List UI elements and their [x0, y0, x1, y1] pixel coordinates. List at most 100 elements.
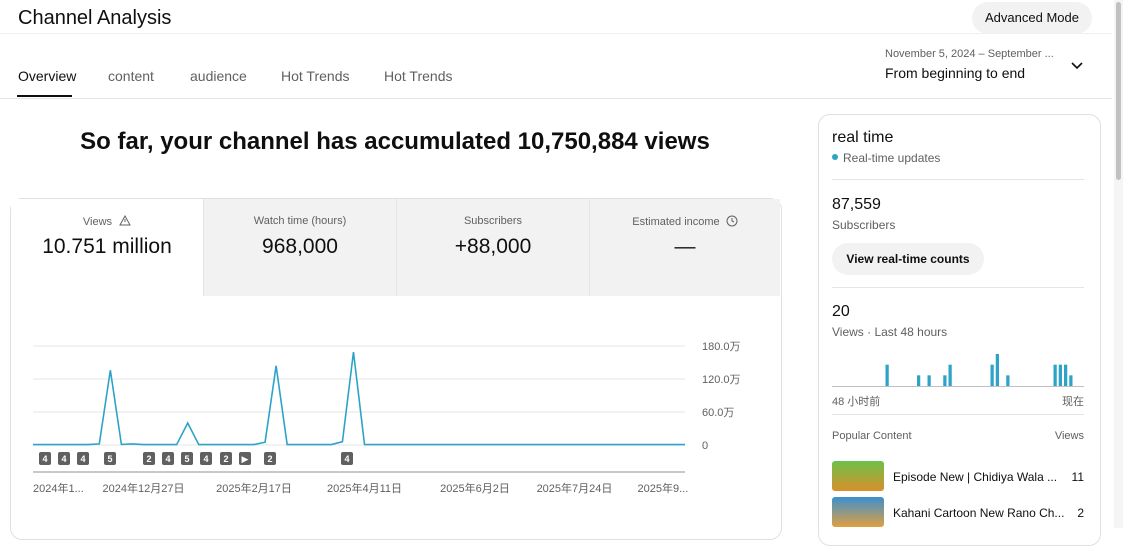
tab[interactable]: Overview	[18, 68, 77, 84]
thumbnail[interactable]	[832, 497, 884, 527]
annotation-label: 2	[267, 454, 272, 464]
annotation-label: 4	[42, 454, 47, 464]
annotation-marker	[341, 452, 353, 465]
annotation-marker	[181, 452, 193, 465]
annotation-label: 5	[184, 454, 189, 464]
divider	[832, 414, 1084, 415]
bar	[1006, 375, 1010, 386]
popular-title: Popular Content	[832, 430, 912, 442]
y-tick-label: 120.0万	[702, 374, 741, 386]
date-range-label[interactable]: From beginning to end	[885, 65, 1026, 81]
annotation-marker	[264, 452, 276, 465]
scrollbar-track	[1114, 0, 1123, 528]
annotation-label: 4	[61, 454, 66, 464]
metric-label: Estimated income	[632, 216, 720, 228]
metric-label: Subscribers	[463, 215, 523, 227]
tab[interactable]: content	[108, 68, 154, 84]
x-tick-label: 2024年12月27日	[103, 481, 185, 495]
bar	[990, 364, 994, 386]
page-title: Channel Analysis	[18, 7, 172, 29]
metric-tab[interactable]: Views 10.751 million	[11, 199, 204, 296]
line	[33, 351, 685, 446]
bar	[943, 375, 947, 386]
x-tick-label: 现在	[1062, 395, 1084, 408]
date-range[interactable]: November 5, 2024 – September ...	[885, 48, 1054, 60]
clock-icon	[726, 215, 738, 227]
bar	[885, 364, 889, 386]
y-tick-label: 60.0万	[702, 407, 734, 419]
metric-tab[interactable]: Estimated income —	[590, 199, 780, 296]
annotation-label: 4	[80, 454, 85, 464]
annotation-marker	[104, 452, 116, 465]
subscriber-count: 87,559	[832, 196, 881, 213]
popular-column: Views	[1054, 430, 1084, 442]
annotation-label: ▶	[242, 454, 249, 464]
metric-tab[interactable]: Subscribers +88,000	[397, 199, 590, 296]
annotation-marker	[77, 452, 89, 465]
realtime-status: Real-time updates	[843, 151, 941, 165]
tab-underline	[17, 95, 72, 97]
realtime-title: real time	[832, 129, 894, 146]
bar	[1053, 364, 1057, 386]
annotation-marker	[200, 452, 212, 465]
metric-value: +88,000	[454, 235, 532, 258]
bar	[995, 354, 999, 386]
divider	[832, 179, 1084, 180]
x-tick-label: 2024年1...	[33, 481, 84, 495]
annotation-label: 4	[344, 454, 349, 464]
scrollbar-thumb[interactable]	[1116, 2, 1121, 180]
live-dot	[832, 154, 838, 160]
realtime-button[interactable]: View real-time counts	[832, 243, 984, 275]
warning-icon	[119, 214, 131, 226]
bar	[1064, 364, 1068, 386]
annotation-marker	[239, 452, 251, 465]
divider	[0, 98, 1112, 99]
divider	[0, 33, 1112, 34]
metric-label: Watch time (hours)	[253, 215, 347, 227]
views-count: 20	[832, 303, 850, 320]
video-views: 2	[1077, 506, 1084, 520]
annotation-marker	[220, 452, 232, 465]
metric-value: 968,000	[262, 235, 338, 258]
video-title[interactable]: Episode New | Chidiya Wala ...	[893, 470, 1058, 484]
annotation-label: 5	[107, 454, 112, 464]
annotation-label: 4	[165, 454, 170, 464]
x-tick-label: 2025年7月24日	[537, 481, 613, 495]
video-views: 11	[1071, 470, 1084, 484]
metric-value: 10.751 million	[42, 235, 172, 258]
metric-label: Views	[82, 216, 113, 228]
x-tick-label: 2025年2月17日	[216, 481, 292, 495]
bar	[1069, 375, 1073, 386]
x-tick-label: 2025年9...	[638, 481, 689, 495]
tab[interactable]: audience	[190, 68, 247, 84]
bar	[917, 375, 921, 386]
annotation-label: 2	[223, 454, 228, 464]
divider	[832, 287, 1084, 288]
metric-value: —	[674, 235, 696, 258]
y-tick-label: 180.0万	[702, 341, 741, 353]
annotation-marker	[58, 452, 70, 465]
video-title[interactable]: Kahani Cartoon New Rano Ch...	[893, 506, 1065, 520]
x-tick-label: 2025年6月2日	[440, 481, 510, 495]
annotation-label: 2	[146, 454, 151, 464]
thumbnail[interactable]	[832, 461, 884, 491]
y-tick-label: 0	[702, 440, 708, 452]
charts: 0 60.0万 120.0万 180.0万 2024年1... 2024年12月27日 20…	[33, 341, 1084, 495]
x-tick-label: 2025年4月11日	[327, 481, 402, 495]
tab[interactable]: Hot Trends	[281, 68, 350, 84]
annotation-marker	[143, 452, 155, 465]
bar	[927, 375, 931, 386]
chevron-icon[interactable]	[1069, 58, 1085, 74]
subscriber-label: Subscribers	[832, 218, 896, 232]
tab[interactable]: Hot Trends	[384, 68, 453, 84]
x-tick-label: 48 小时前	[832, 394, 880, 408]
annotation-marker	[162, 452, 174, 465]
views-label: Views · Last 48 hours	[832, 325, 948, 339]
annotation-label: 4	[203, 454, 208, 464]
advanced-mode-button[interactable]: Advanced Mode	[972, 2, 1092, 34]
bar	[948, 364, 952, 386]
headline: So far, your channel has accumulated 10,…	[80, 128, 710, 155]
annotation-marker	[39, 452, 51, 465]
metric-tab[interactable]: Watch time (hours) 968,000	[204, 199, 397, 296]
